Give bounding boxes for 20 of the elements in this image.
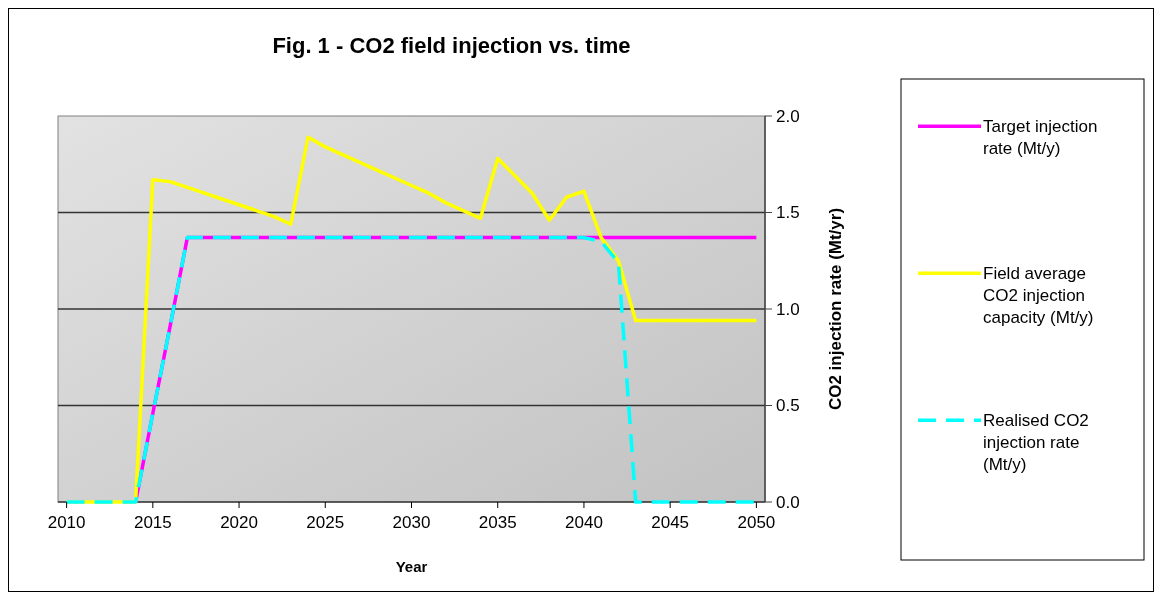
y-tick-label: 2.0 [776, 106, 800, 126]
x-tick-label: 2020 [220, 513, 258, 532]
x-tick-label: 2030 [392, 513, 431, 532]
y-tick-label: 0.5 [776, 396, 800, 416]
x-tick-label: 2050 [737, 513, 776, 532]
x-tick-label: 2045 [651, 513, 690, 532]
legend-label: Realised CO2 injection rate (Mt/y) [983, 411, 1089, 475]
y-tick-label: 1.5 [776, 203, 800, 223]
x-tick-label: 2025 [306, 513, 345, 532]
x-tick-label: 2035 [478, 513, 517, 532]
legend-label: Target injection rate (Mt/y) [983, 117, 1098, 159]
y-tick-label: 1.0 [776, 299, 800, 319]
x-axis-title: Year [395, 558, 428, 575]
x-tick-label: 2010 [47, 513, 86, 532]
legend-label: Field average CO2 injection capacity (Mt/y) [983, 264, 1094, 328]
y-tick-label: 0.0 [776, 492, 800, 512]
y-axis-title: CO2 injection rate (Mt/yr) [826, 207, 845, 411]
chart-title: Fig. 1 - CO2 field injection vs. time [272, 33, 631, 58]
x-tick-label: 2040 [565, 513, 603, 532]
x-tick-label: 2015 [133, 513, 172, 532]
